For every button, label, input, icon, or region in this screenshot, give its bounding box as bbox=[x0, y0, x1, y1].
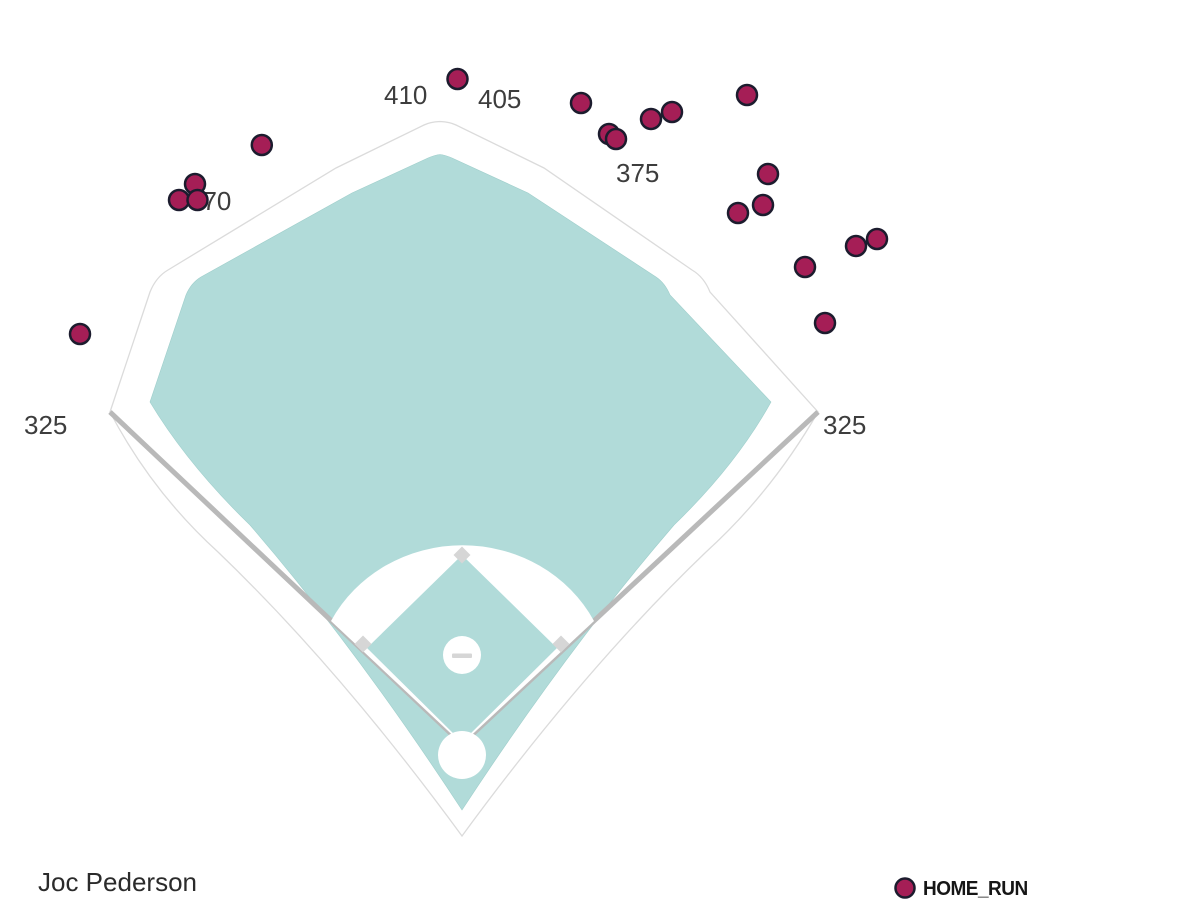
svg-text:HOME_RUN: HOME_RUN bbox=[923, 878, 1028, 901]
svg-text:410: 410 bbox=[384, 80, 427, 110]
svg-text:375: 375 bbox=[616, 158, 659, 188]
svg-text:405: 405 bbox=[478, 84, 521, 114]
svg-text:325: 325 bbox=[823, 410, 866, 440]
svg-text:325: 325 bbox=[24, 410, 67, 440]
svg-text:Joc Pederson: Joc Pederson bbox=[38, 867, 197, 897]
